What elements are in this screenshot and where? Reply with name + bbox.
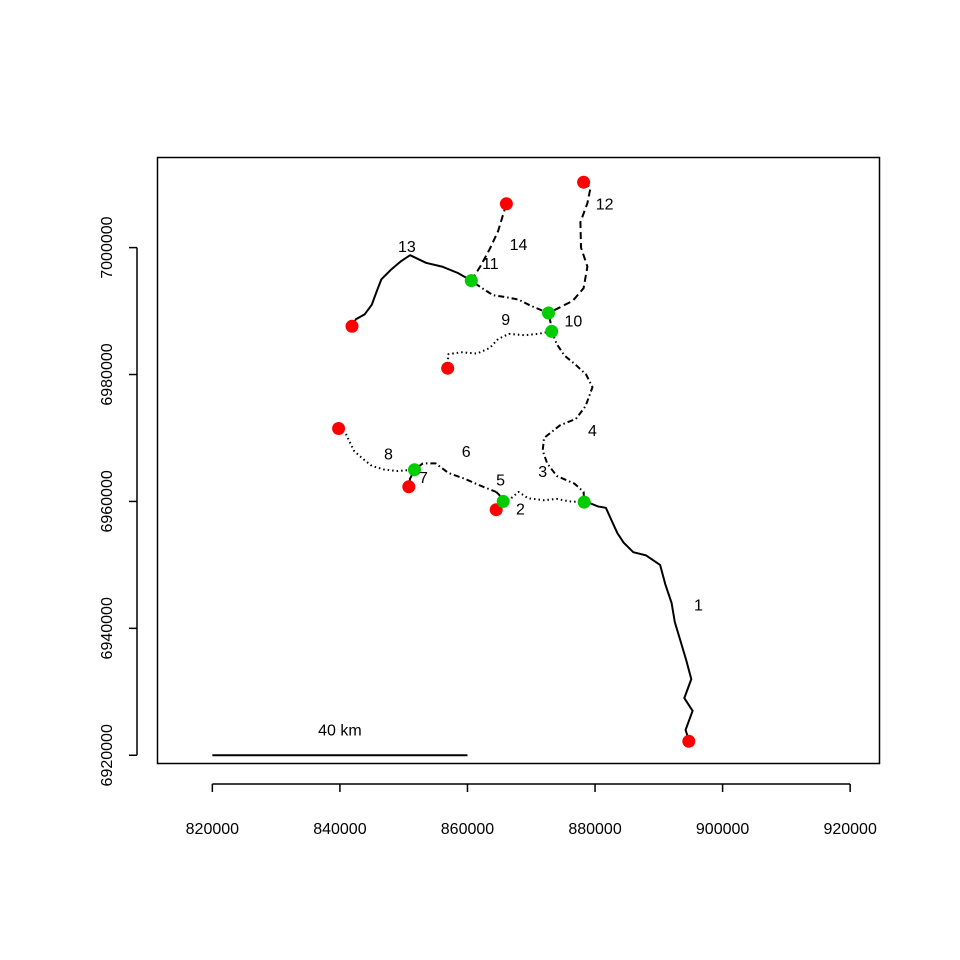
river-segment-4 bbox=[541, 331, 594, 503]
source-point bbox=[682, 734, 696, 748]
junction-point bbox=[496, 494, 510, 508]
y-tick-label: 7000000 bbox=[99, 216, 116, 278]
segment-label-14: 14 bbox=[510, 237, 528, 254]
river-segments bbox=[337, 181, 694, 741]
segment-label-13: 13 bbox=[398, 239, 416, 256]
segment-label-6: 6 bbox=[462, 444, 471, 461]
x-tick-label: 820000 bbox=[186, 821, 239, 838]
junction-point bbox=[408, 463, 421, 477]
network-nodes bbox=[332, 175, 696, 748]
river-segment-6 bbox=[413, 462, 497, 493]
y-tick-label: 6920000 bbox=[99, 724, 116, 786]
y-tick-label: 6960000 bbox=[99, 470, 116, 532]
source-point bbox=[345, 319, 359, 333]
segment-label-3: 3 bbox=[538, 464, 547, 481]
y-axis: 6920000 6940000 6960000 6980000 7000000 bbox=[99, 216, 138, 786]
y-tick-label: 6940000 bbox=[99, 597, 116, 659]
source-point bbox=[402, 480, 416, 494]
river-segment-12 bbox=[548, 181, 592, 314]
segment-label-4: 4 bbox=[588, 423, 597, 440]
segment-label-10: 10 bbox=[565, 314, 583, 331]
segment-label-1: 1 bbox=[694, 597, 703, 614]
x-tick-label: 920000 bbox=[823, 821, 876, 838]
segment-label-7: 7 bbox=[419, 470, 428, 487]
river-segment-1 bbox=[584, 501, 694, 741]
segment-label-11: 11 bbox=[482, 256, 499, 273]
segment-label-2: 2 bbox=[516, 502, 525, 519]
segment-label-8: 8 bbox=[384, 446, 393, 463]
river-segment-14 bbox=[470, 203, 508, 282]
scale-bar: 40 km bbox=[212, 722, 468, 757]
segment-label-5: 5 bbox=[496, 472, 505, 489]
river-segment-10 bbox=[547, 312, 553, 332]
scale-bar-label: 40 km bbox=[318, 722, 362, 739]
junction-point bbox=[545, 324, 559, 338]
x-tick-label: 880000 bbox=[568, 821, 621, 838]
x-tick-label: 860000 bbox=[441, 821, 494, 838]
source-point bbox=[577, 175, 591, 189]
source-point bbox=[332, 422, 346, 435]
river-segment-9 bbox=[446, 330, 552, 369]
river-segment-13 bbox=[351, 254, 472, 327]
junction-point bbox=[464, 274, 478, 288]
plot-frame bbox=[156, 156, 881, 765]
junction-point bbox=[577, 495, 591, 509]
junction-point bbox=[542, 306, 555, 320]
x-tick-label: 840000 bbox=[313, 821, 366, 838]
y-tick-label: 6980000 bbox=[99, 343, 116, 405]
source-point bbox=[499, 197, 513, 211]
segment-label-12: 12 bbox=[596, 196, 614, 213]
segment-label-9: 9 bbox=[501, 312, 510, 329]
source-point bbox=[441, 361, 455, 375]
river-segment-5 bbox=[495, 491, 505, 502]
x-tick-label: 900000 bbox=[696, 821, 749, 838]
x-axis: 820000 840000 860000 880000 900000 920000 bbox=[186, 783, 877, 838]
